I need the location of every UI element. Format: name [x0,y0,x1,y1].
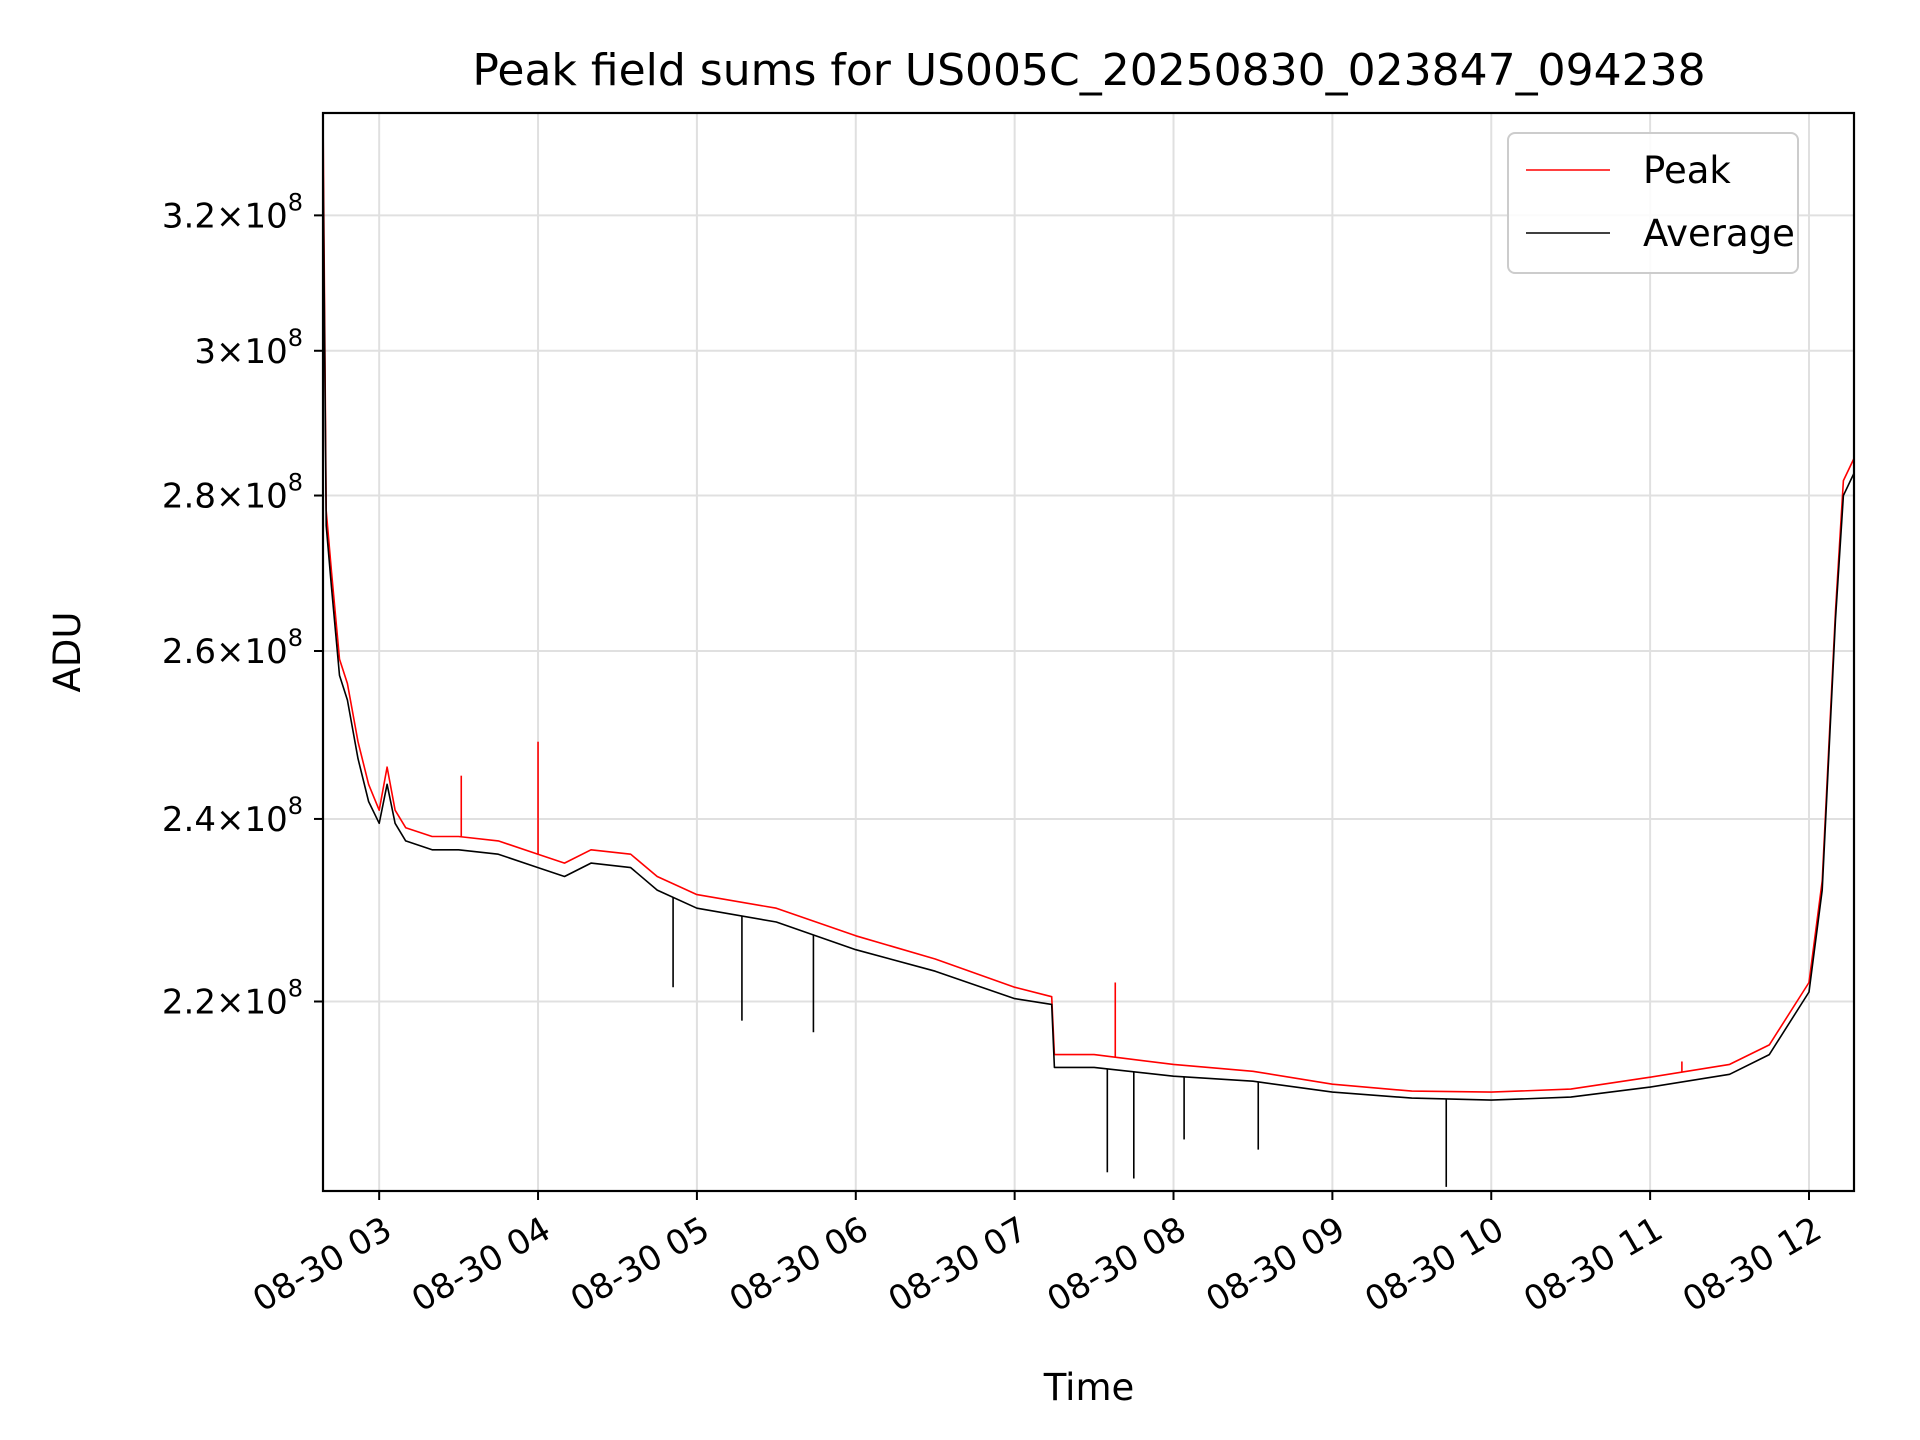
y-tick-exponent: 8 [288,624,303,652]
chart-title: Peak field sums for US005C_20250830_0238… [472,45,1705,96]
y-tick-exponent: 8 [288,188,303,216]
y-tick-label: 2.8×108 [162,469,303,517]
series-line-average [322,150,1855,1101]
legend-label-peak: Peak [1643,149,1731,192]
legend-label-average: Average [1643,212,1795,255]
y-tick-mantissa: 2.2×10 [162,982,288,1022]
y-tick-mantissa: 2.8×10 [162,477,288,517]
x-axis-title: Time [1043,1366,1135,1409]
y-tick-exponent: 8 [288,792,303,820]
legend-box [1507,132,1799,274]
series-layer [322,112,1855,1187]
y-tick-mantissa: 3.2×10 [162,196,288,236]
legend: Peak Average [1507,132,1799,274]
grid [323,113,1854,1191]
y-tick-label: 3.2×108 [162,188,303,236]
y-tick-mantissa: 2.6×10 [162,632,288,672]
y-tick-exponent: 8 [288,469,303,497]
series-line-peak [322,112,1855,1093]
y-tick-label: 2.4×108 [162,792,303,840]
y-tick-label: 2.6×108 [162,624,303,672]
y-axis-title: ADU [46,612,89,693]
y-tick-mantissa: 2.4×10 [162,800,288,840]
y-tick-mantissa: 3×10 [194,332,287,372]
y-tick-label: 2.2×108 [162,974,303,1022]
y-tick-exponent: 8 [288,324,303,352]
y-tick-label: 3×108 [194,324,303,372]
y-tick-exponent: 8 [288,974,303,1002]
